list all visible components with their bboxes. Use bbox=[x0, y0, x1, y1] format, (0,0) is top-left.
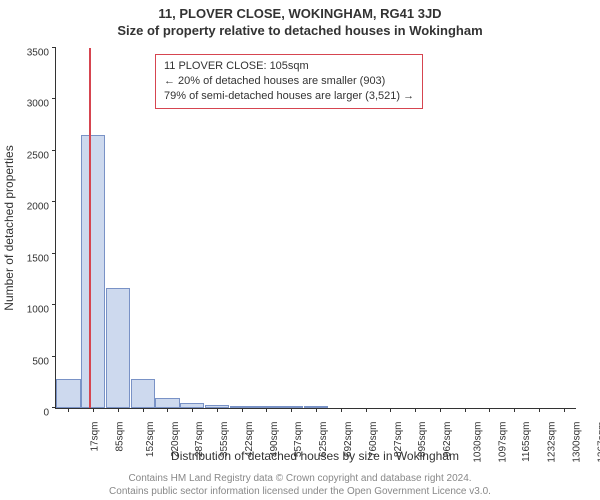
y-tick-label: 1000 bbox=[27, 305, 49, 316]
title-address: 11, PLOVER CLOSE, WOKINGHAM, RG41 3JD bbox=[0, 0, 600, 21]
y-tick-mark bbox=[52, 253, 56, 254]
x-tick-mark bbox=[366, 408, 367, 412]
marker-info-box: 11 PLOVER CLOSE: 105sqm ← 20% of detache… bbox=[155, 54, 423, 109]
x-tick-label: 1165sqm bbox=[521, 422, 532, 462]
x-tick-mark bbox=[489, 408, 490, 412]
y-tick-mark bbox=[52, 201, 56, 202]
histogram-bar bbox=[106, 288, 130, 408]
y-tick-label: 2000 bbox=[27, 202, 49, 213]
x-tick-mark bbox=[514, 408, 515, 412]
x-tick-label: 1097sqm bbox=[497, 422, 508, 463]
x-tick-mark bbox=[266, 408, 267, 412]
y-tick-label: 2500 bbox=[27, 150, 49, 161]
y-tick-label: 3000 bbox=[27, 99, 49, 110]
x-tick-label: 1232sqm bbox=[547, 422, 558, 463]
x-tick-label: 1030sqm bbox=[472, 422, 483, 463]
x-tick-label: 1300sqm bbox=[571, 422, 582, 463]
x-tick-mark bbox=[291, 408, 292, 412]
footer-line-1: Contains HM Land Registry data © Crown c… bbox=[0, 473, 600, 486]
y-tick-mark bbox=[52, 98, 56, 99]
x-tick-mark bbox=[440, 408, 441, 412]
x-tick-mark bbox=[341, 408, 342, 412]
x-tick-mark bbox=[242, 408, 243, 412]
x-tick-mark bbox=[390, 408, 391, 412]
title-subtitle: Size of property relative to detached ho… bbox=[0, 21, 600, 38]
footer-attribution: Contains HM Land Registry data © Crown c… bbox=[0, 473, 600, 498]
y-tick-label: 500 bbox=[32, 356, 49, 367]
y-tick-label: 3500 bbox=[27, 48, 49, 59]
footer-line-2: Contains public sector information licen… bbox=[0, 486, 600, 499]
y-tick-mark bbox=[52, 304, 56, 305]
y-tick-mark bbox=[52, 150, 56, 151]
x-tick-mark bbox=[118, 408, 119, 412]
x-tick-mark bbox=[217, 408, 218, 412]
x-tick-mark bbox=[316, 408, 317, 412]
x-tick-mark bbox=[93, 408, 94, 412]
y-tick-mark bbox=[52, 47, 56, 48]
x-tick-label: 1367sqm bbox=[596, 422, 600, 463]
histogram-bar bbox=[155, 398, 179, 408]
histogram-bar bbox=[131, 379, 155, 408]
y-axis-label: Number of detached properties bbox=[2, 145, 16, 310]
histogram-bar bbox=[56, 379, 80, 408]
histogram-bar bbox=[81, 135, 105, 408]
info-line-3: 79% of semi-detached houses are larger (… bbox=[164, 89, 414, 104]
x-axis-label: Distribution of detached houses by size … bbox=[171, 449, 459, 463]
y-tick-label: 0 bbox=[43, 408, 49, 419]
x-tick-mark bbox=[539, 408, 540, 412]
x-tick-mark bbox=[564, 408, 565, 412]
y-tick-mark bbox=[52, 356, 56, 357]
x-tick-mark bbox=[465, 408, 466, 412]
x-tick-label: 85sqm bbox=[115, 422, 126, 452]
info-line-1: 11 PLOVER CLOSE: 105sqm bbox=[164, 59, 414, 74]
x-tick-label: 17sqm bbox=[90, 422, 101, 452]
property-marker-line bbox=[89, 48, 91, 408]
chart-container: 11, PLOVER CLOSE, WOKINGHAM, RG41 3JD Si… bbox=[0, 0, 600, 500]
x-tick-label: 152sqm bbox=[145, 422, 156, 458]
y-tick-label: 1500 bbox=[27, 253, 49, 264]
x-tick-mark bbox=[192, 408, 193, 412]
info-line-2: ← 20% of detached houses are smaller (90… bbox=[164, 74, 414, 89]
chart-area: 17sqm85sqm152sqm220sqm287sqm355sqm422sqm… bbox=[55, 48, 575, 408]
x-tick-mark bbox=[143, 408, 144, 412]
x-tick-mark bbox=[68, 408, 69, 412]
x-tick-mark bbox=[415, 408, 416, 412]
x-tick-mark bbox=[167, 408, 168, 412]
